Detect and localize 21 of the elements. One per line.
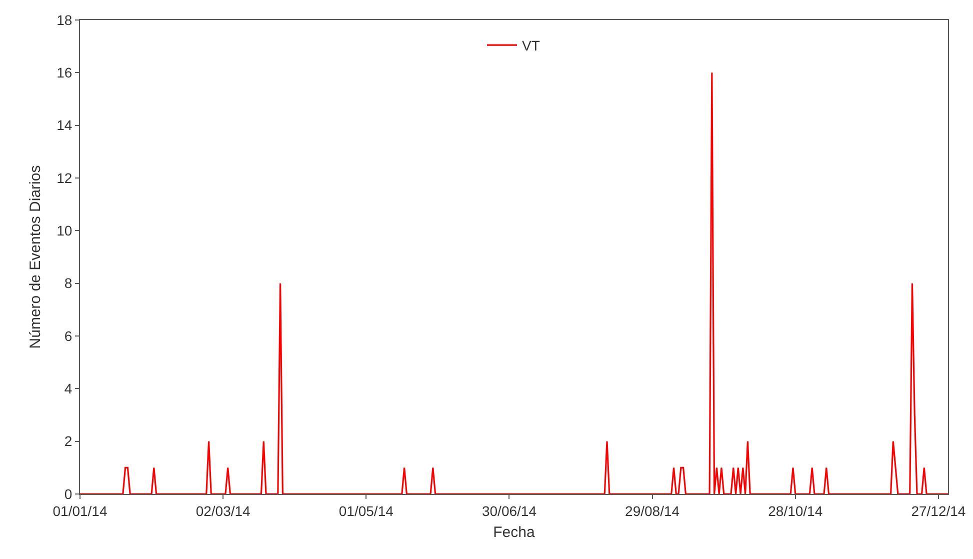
line-series (80, 72, 948, 494)
x-tick-label: 02/03/14 (196, 502, 251, 519)
x-tick-label: 29/08/14 (625, 502, 680, 519)
y-tick-label: 12 (56, 170, 72, 186)
y-tick-label: 14 (56, 117, 72, 134)
x-tick-label: 01/01/14 (52, 502, 108, 519)
y-tick-label: 6 (64, 328, 72, 344)
y-tick-label: 0 (64, 486, 72, 502)
x-axis-title: Fecha (493, 524, 536, 541)
legend-label: VT (522, 38, 540, 54)
y-tick-label: 4 (64, 380, 72, 397)
x-tick-label: 01/05/14 (338, 502, 394, 519)
x-tick-label: 30/06/14 (482, 502, 537, 519)
x-tick-label: 28/10/14 (768, 502, 823, 519)
y-axis-title: Número de Eventos Diarios (27, 165, 44, 349)
x-tick-label: 27/12/14 (911, 502, 966, 519)
y-tick-label: 8 (64, 275, 72, 292)
y-tick-label: 10 (56, 222, 72, 239)
y-tick-label: 16 (56, 64, 72, 81)
y-tick-label: 18 (56, 12, 72, 28)
y-tick-label: 2 (64, 433, 72, 450)
